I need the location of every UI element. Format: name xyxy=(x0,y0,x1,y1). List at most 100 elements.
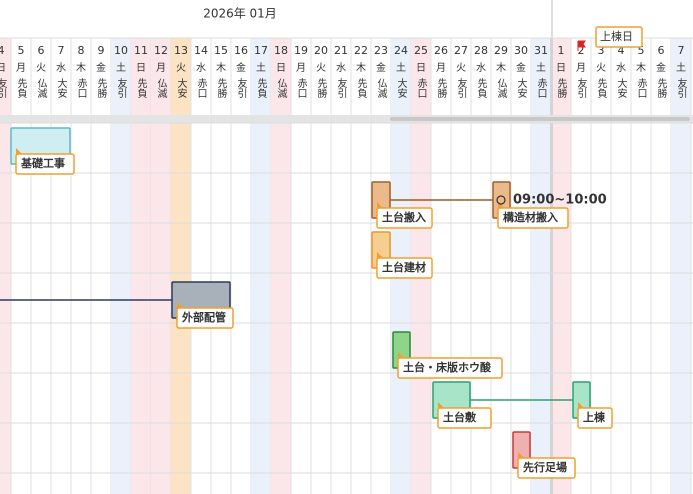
weekday: 水 xyxy=(336,62,346,74)
day-number: 6 xyxy=(38,44,45,57)
rokuyo: 友引 xyxy=(575,77,587,99)
rokuyo: 大安 xyxy=(515,77,527,99)
rokuyo: 先勝 xyxy=(555,78,567,99)
weekday: 木 xyxy=(76,62,86,74)
day-number: 10 xyxy=(114,44,128,57)
task-label: 土台・床版ホウ酸 xyxy=(403,360,492,374)
weekday: 日 xyxy=(136,63,146,74)
weekday: 金 xyxy=(96,61,106,74)
weekday: 月 xyxy=(576,62,586,74)
rokuyo: 友引 xyxy=(0,77,7,99)
weekday: 木 xyxy=(496,62,506,74)
rokuyo: 赤口 xyxy=(415,78,427,98)
task-label-box xyxy=(176,307,234,329)
day-number: 31 xyxy=(534,44,548,57)
weekday: 金 xyxy=(656,61,666,74)
day-number: 15 xyxy=(214,44,228,57)
task-label: 上棟 xyxy=(583,410,606,424)
weekday: 土 xyxy=(256,61,266,74)
day-number: 12 xyxy=(154,44,168,57)
task-label-box xyxy=(497,207,569,229)
weekday: 火 xyxy=(176,62,186,74)
day-number: 23 xyxy=(374,44,388,57)
label-pointer xyxy=(16,148,22,154)
flag-icon xyxy=(577,40,586,51)
weekday: 月 xyxy=(296,62,306,74)
task-label-box xyxy=(376,207,433,229)
rokuyo: 大安 xyxy=(175,77,187,99)
rokuyo: 友引 xyxy=(235,77,247,99)
rokuyo: 友引 xyxy=(675,77,687,99)
rokuyo: 先負 xyxy=(355,78,367,99)
weekday: 水 xyxy=(196,62,206,74)
rokuyo: 先勝 xyxy=(655,78,667,99)
day-number: 5 xyxy=(18,44,25,57)
day-column-bg xyxy=(151,38,171,494)
rokuyo: 仏滅 xyxy=(155,78,167,99)
rokuyo: 先負 xyxy=(475,78,487,99)
day-column-bg xyxy=(111,38,131,494)
task-label-box xyxy=(397,357,503,379)
label-pointer xyxy=(377,202,383,208)
day-number: 29 xyxy=(494,44,508,57)
task-label: 構造材搬入 xyxy=(503,210,558,224)
weekday: 火 xyxy=(316,62,326,74)
rokuyo: 先勝 xyxy=(435,78,447,99)
day-column-bg xyxy=(531,38,551,494)
task-label: 土台建材 xyxy=(382,260,426,274)
rokuyo: 仏滅 xyxy=(495,78,507,99)
day-number: 21 xyxy=(334,44,348,57)
weekday: 火 xyxy=(456,62,466,74)
weekday: 土 xyxy=(676,61,686,74)
day-number: 14 xyxy=(194,44,208,57)
day-number: 4 xyxy=(618,44,625,57)
rokuyo: 赤口 xyxy=(295,78,307,98)
day-number: 7 xyxy=(58,44,65,57)
day-column-bg xyxy=(271,38,291,494)
day-number: 5 xyxy=(638,44,645,57)
rokuyo: 赤口 xyxy=(635,78,647,98)
task-label-box xyxy=(376,257,433,279)
weekday: 月 xyxy=(16,62,26,74)
day-number: 8 xyxy=(78,44,85,57)
marker-label-box xyxy=(595,26,643,48)
label-pointer xyxy=(177,302,183,308)
task-label: 土台搬入 xyxy=(382,210,426,224)
task-label: 先行足場 xyxy=(523,460,567,474)
weekday: 日 xyxy=(276,63,286,74)
day-number: 9 xyxy=(98,44,105,57)
day-number: 4 xyxy=(0,44,5,57)
day-column-bg xyxy=(0,38,11,494)
task-time: 09:00~10:00 xyxy=(513,193,607,208)
day-column-bg xyxy=(131,38,151,494)
rokuyo: 友引 xyxy=(115,77,127,99)
day-column-bg xyxy=(551,38,571,494)
day-number: 24 xyxy=(394,44,408,57)
task-label: 土台敷 xyxy=(443,410,477,424)
day-number: 3 xyxy=(598,44,605,57)
weekday: 金 xyxy=(236,61,246,74)
weekday: 日 xyxy=(416,63,426,74)
day-number: 13 xyxy=(174,44,188,57)
weekday: 水 xyxy=(56,62,66,74)
day-number: 1 xyxy=(558,44,565,57)
day-number: 18 xyxy=(274,44,288,57)
rokuyo: 仏滅 xyxy=(35,78,47,99)
label-pointer xyxy=(438,402,444,408)
marker-label: 上棟日 xyxy=(600,29,633,43)
weekday: 土 xyxy=(536,61,546,74)
rokuyo: 仏滅 xyxy=(375,78,387,99)
rokuyo: 先負 xyxy=(135,78,147,99)
day-number: 30 xyxy=(514,44,528,57)
rokuyo: 友引 xyxy=(335,77,347,99)
label-pointer xyxy=(398,352,404,358)
label-pointer xyxy=(377,252,383,258)
rokuyo: 友引 xyxy=(455,77,467,99)
rokuyo: 先勝 xyxy=(315,78,327,99)
weekday: 金 xyxy=(376,61,386,74)
weekday: 火 xyxy=(36,62,46,74)
label-pointer xyxy=(578,402,584,408)
day-number: 2 xyxy=(578,44,585,57)
day-column-bg xyxy=(171,38,191,494)
